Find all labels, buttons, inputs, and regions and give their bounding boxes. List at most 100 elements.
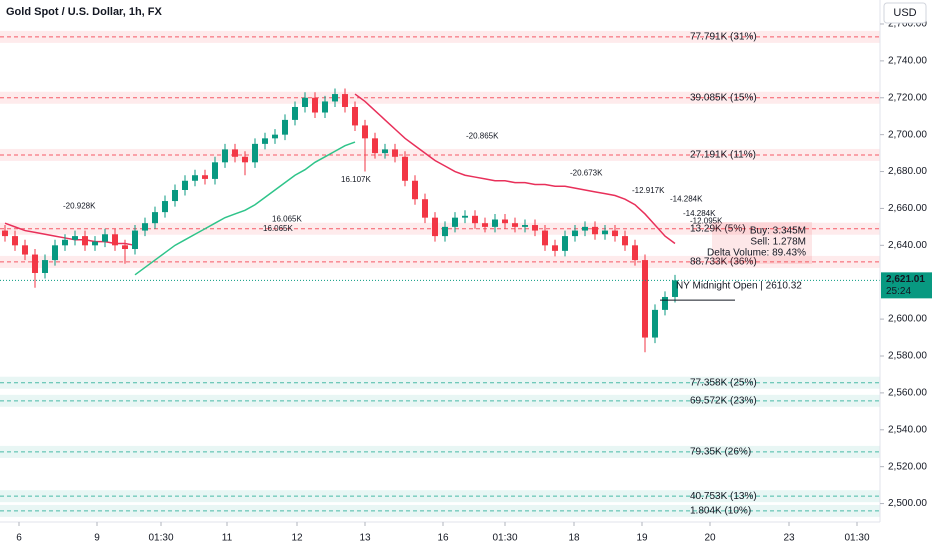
level-band xyxy=(0,255,880,268)
volume-annotation: -14.284K xyxy=(683,209,716,218)
candle-body xyxy=(512,223,518,227)
level-label: 27.191K (11%) xyxy=(690,150,756,161)
candle-body xyxy=(652,309,658,338)
volume-annotation: 16.065K xyxy=(272,215,302,224)
candle-body xyxy=(42,260,48,273)
candle-body xyxy=(462,215,468,218)
volume-annotation: -20.673K xyxy=(570,168,603,177)
volume-annotation: -12.917K xyxy=(632,186,665,195)
level-band xyxy=(0,490,880,503)
level-band xyxy=(0,376,880,389)
plot-area: 77.791K (31%) 39.085K (15%) 27.191K (11%) 1… xyxy=(0,30,880,517)
candle-body xyxy=(392,149,398,157)
candle-body xyxy=(32,254,38,273)
level-band xyxy=(0,30,880,43)
level-label: 77.791K (31%) xyxy=(690,32,757,43)
candle-body xyxy=(222,149,228,163)
candle-body xyxy=(622,236,628,246)
candle-body xyxy=(172,189,178,202)
candle-body xyxy=(82,236,88,246)
candle-body xyxy=(582,226,588,231)
delta-text: Buy: 3.345M xyxy=(750,226,806,237)
x-tick-label: 16 xyxy=(437,533,449,544)
y-tick-label: 2,700.00 xyxy=(888,129,927,140)
candle-body xyxy=(342,94,348,107)
x-tick-label: 20 xyxy=(704,533,716,544)
candle-body xyxy=(22,245,28,255)
level-label: 39.085K (15%) xyxy=(690,92,757,103)
candle-body xyxy=(402,156,408,181)
y-tick-label: 2,720.00 xyxy=(888,92,927,103)
candle-body xyxy=(322,101,328,113)
candle-body xyxy=(212,162,218,179)
level-band xyxy=(0,91,880,104)
candle-body xyxy=(592,226,598,235)
x-tick-label: 6 xyxy=(16,533,22,544)
level-band xyxy=(0,445,880,458)
candle-body xyxy=(92,241,98,246)
midnight-label: NY Midnight Open | 2610.32 xyxy=(676,281,802,292)
candle-body xyxy=(102,234,108,242)
x-tick-label: 11 xyxy=(222,533,233,544)
x-tick-label: 01:30 xyxy=(148,533,173,544)
level-label: 79.35K (26%) xyxy=(690,447,751,458)
candle-body xyxy=(232,149,238,157)
candle-body xyxy=(132,230,138,250)
level-band xyxy=(0,394,880,407)
level-label: 13.29K (5%) xyxy=(690,223,746,234)
volume-annotation: 16.065K xyxy=(263,224,293,233)
candle-body xyxy=(242,156,248,163)
candle-body xyxy=(262,138,268,144)
y-tick-label: 2,540.00 xyxy=(888,424,927,435)
y-tick-label: 2,680.00 xyxy=(888,166,927,177)
level-label: 40.753K (13%) xyxy=(690,491,757,502)
candle-body xyxy=(162,201,168,213)
candle-body xyxy=(62,239,68,246)
level-band xyxy=(0,222,880,235)
delta-text: Delta Volume: 89.43% xyxy=(707,248,806,259)
candle-body xyxy=(302,97,308,107)
level-band xyxy=(0,504,880,517)
countdown-label: 25:24 xyxy=(886,286,911,297)
candle-body xyxy=(352,106,358,126)
volume-annotation: -20.928K xyxy=(63,202,96,211)
y-tick-label: 2,660.00 xyxy=(888,203,927,214)
candle-body xyxy=(532,225,538,231)
y-tick-label: 2,500.00 xyxy=(888,498,927,509)
y-tick-label: 2,600.00 xyxy=(888,314,927,325)
candle-body xyxy=(192,175,198,181)
x-tick-label: 13 xyxy=(359,533,371,544)
candle-body xyxy=(272,134,278,139)
y-tick-label: 2,640.00 xyxy=(888,240,927,251)
level-label: 1.804K (10%) xyxy=(690,506,751,517)
candle-body xyxy=(372,138,378,154)
volume-annotation: 16.107K xyxy=(341,175,371,184)
candle-body xyxy=(412,180,418,200)
y-tick-label: 2,740.00 xyxy=(888,56,927,67)
candle-body xyxy=(12,236,18,246)
indicator-line xyxy=(134,141,356,276)
candle-body xyxy=(252,143,258,163)
candle-body xyxy=(472,215,478,224)
candle-body xyxy=(522,225,528,227)
volume-annotation: -14.284K xyxy=(670,194,703,203)
candle-body xyxy=(202,175,208,179)
candle-body xyxy=(442,226,448,237)
last-price-label: 2,621.01 xyxy=(886,274,925,285)
x-tick-label: 01:30 xyxy=(844,533,869,544)
delta-box xyxy=(712,222,812,264)
candle-body xyxy=(552,245,558,251)
candle-body xyxy=(72,236,78,240)
candle-body xyxy=(502,219,508,224)
currency-label[interactable]: USD xyxy=(893,7,916,19)
candle-body xyxy=(542,230,548,246)
candle-body xyxy=(112,234,118,246)
candle-body xyxy=(2,230,8,237)
currency-button[interactable] xyxy=(883,2,927,24)
candle-body xyxy=(452,217,458,227)
level-label: 69.572K (23%) xyxy=(690,395,757,406)
level-label: 77.358K (25%) xyxy=(690,377,757,388)
x-tick-label: 19 xyxy=(636,533,648,544)
candle-body xyxy=(672,280,678,297)
